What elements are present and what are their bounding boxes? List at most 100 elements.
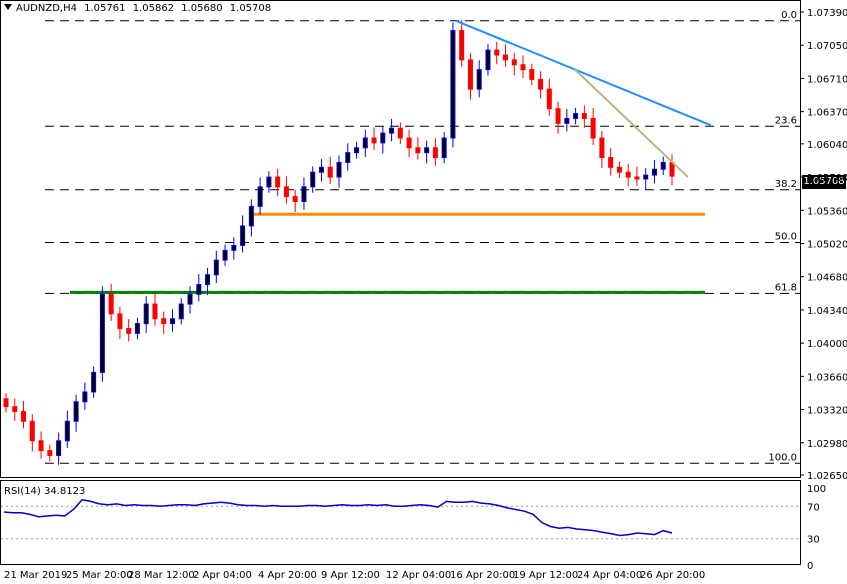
bullish-candle	[205, 274, 211, 286]
price-tick-label: 1.04680	[807, 273, 847, 284]
bearish-candle	[616, 166, 622, 173]
bearish-candle	[275, 176, 281, 188]
fib-level-label: 61.8	[775, 282, 797, 293]
fib-level-label: 100.0	[768, 452, 797, 463]
bullish-candle	[73, 401, 79, 422]
price-tick-label: 1.05360	[807, 206, 847, 217]
rsi-line	[3, 498, 673, 537]
bullish-candle	[380, 132, 386, 144]
bearish-candle	[126, 327, 132, 334]
bullish-candle	[170, 318, 175, 325]
bearish-candle	[108, 293, 114, 315]
bullish-candle	[231, 244, 237, 251]
bullish-candle	[345, 152, 351, 163]
bullish-candle	[651, 168, 657, 176]
bearish-candle	[467, 59, 473, 90]
bearish-candle	[117, 313, 123, 329]
rsi-tick-label: 30	[807, 535, 820, 546]
bullish-candle	[354, 147, 360, 154]
time-tick-label: 26 Apr 20:00	[640, 570, 705, 581]
bullish-candle	[485, 49, 491, 71]
bearish-candle	[406, 137, 412, 149]
close-value: 1.05708	[229, 3, 272, 14]
price-tick-label: 1.06370	[807, 108, 847, 119]
rsi-header: RSI(14) 34.8123	[4, 486, 86, 497]
bullish-candle	[336, 161, 342, 178]
price-tick-label: 1.04340	[807, 306, 847, 317]
bullish-candle	[64, 420, 70, 442]
bullish-candle	[362, 137, 368, 149]
fib-level-label: 23.6	[775, 115, 797, 126]
bearish-candle	[415, 147, 421, 154]
bearish-candle	[432, 147, 438, 159]
price-tick-label: 1.02650	[807, 471, 847, 482]
bullish-candle	[196, 284, 202, 295]
bearish-candle	[283, 186, 289, 198]
bullish-candle	[134, 323, 140, 334]
main-pane-border	[0, 0, 801, 478]
bullish-candle	[240, 225, 246, 246]
bearish-candle	[634, 176, 640, 180]
time-tick-label: 24 Apr 04:00	[577, 570, 642, 581]
bearish-candle	[21, 411, 27, 422]
price-tick-label: 1.06040	[807, 140, 847, 151]
bearish-candle	[397, 127, 403, 139]
bearish-candle	[3, 398, 9, 408]
bullish-candle	[301, 186, 307, 202]
price-tick-label: 1.05700	[807, 173, 847, 184]
bullish-candle	[441, 137, 447, 159]
bearish-candle	[625, 171, 631, 178]
time-tick-label: 25 Mar 20:00	[66, 570, 133, 581]
resistance-trendline	[455, 19, 712, 127]
time-tick-label: 28 Mar 12:00	[128, 570, 195, 581]
fib-level-label: 0.0	[781, 10, 797, 21]
bullish-candle	[99, 293, 105, 373]
time-tick-label: 19 Apr 12:00	[513, 570, 578, 581]
bearish-candle	[161, 318, 167, 325]
fib-level-label: 38.2	[775, 179, 797, 190]
symbol-dropdown-icon[interactable]	[4, 4, 12, 10]
bullish-candle	[248, 205, 254, 227]
bearish-candle	[292, 196, 298, 202]
bearish-candle	[38, 440, 44, 452]
rsi-tick-label: 100	[807, 484, 826, 495]
bearish-candle	[503, 54, 508, 61]
symbol-label: AUDNZD,H4	[16, 3, 77, 14]
time-tick-label: 2 Apr 04:00	[193, 570, 252, 581]
bullish-candle	[143, 303, 149, 325]
price-tick-label: 1.02980	[807, 439, 847, 450]
time-tick-label: 16 Apr 20:00	[450, 570, 515, 581]
bullish-candle	[266, 176, 272, 188]
bearish-candle	[371, 137, 377, 144]
bearish-candle	[546, 88, 552, 110]
bullish-candle	[187, 293, 193, 305]
bullish-candle	[310, 171, 316, 188]
bullish-candle	[476, 69, 482, 90]
bearish-candle	[29, 420, 35, 442]
open-value: 1.05761	[84, 3, 126, 14]
time-tick-label: 21 Mar 2019	[4, 570, 67, 581]
high-value: 1.05862	[132, 3, 175, 14]
low-value: 1.05680	[181, 3, 223, 14]
bearish-candle	[152, 303, 158, 320]
price-tick-label: 1.03660	[807, 372, 847, 383]
bearish-candle	[608, 157, 614, 168]
bullish-candle	[82, 391, 88, 403]
bullish-candle	[660, 161, 666, 170]
bearish-candle	[538, 78, 544, 90]
bullish-candle	[564, 117, 570, 124]
bearish-candle	[12, 406, 18, 413]
bullish-candle	[257, 186, 263, 207]
bearish-candle	[459, 30, 465, 61]
bearish-candle	[599, 137, 605, 159]
bearish-candle	[327, 166, 333, 178]
bearish-candle	[520, 64, 526, 71]
fib-level-label: 50.0	[775, 232, 797, 243]
bearish-candle	[494, 49, 500, 56]
rsi-pane-border	[0, 480, 801, 565]
rsi-tick-label: 70	[807, 502, 820, 513]
bullish-candle	[450, 30, 456, 139]
bullish-candle	[91, 371, 97, 393]
bullish-candle	[573, 113, 579, 119]
